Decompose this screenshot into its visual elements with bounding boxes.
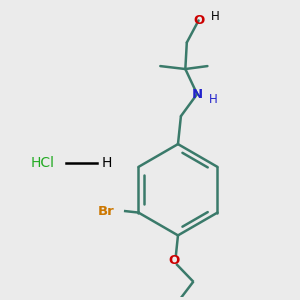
Text: O: O (193, 14, 204, 27)
Text: H: H (210, 11, 219, 23)
Text: N: N (191, 88, 203, 100)
Text: Br: Br (98, 205, 115, 218)
Text: O: O (168, 254, 179, 267)
Text: H: H (209, 93, 218, 106)
Text: H: H (101, 156, 112, 170)
Text: HCl: HCl (31, 156, 55, 170)
